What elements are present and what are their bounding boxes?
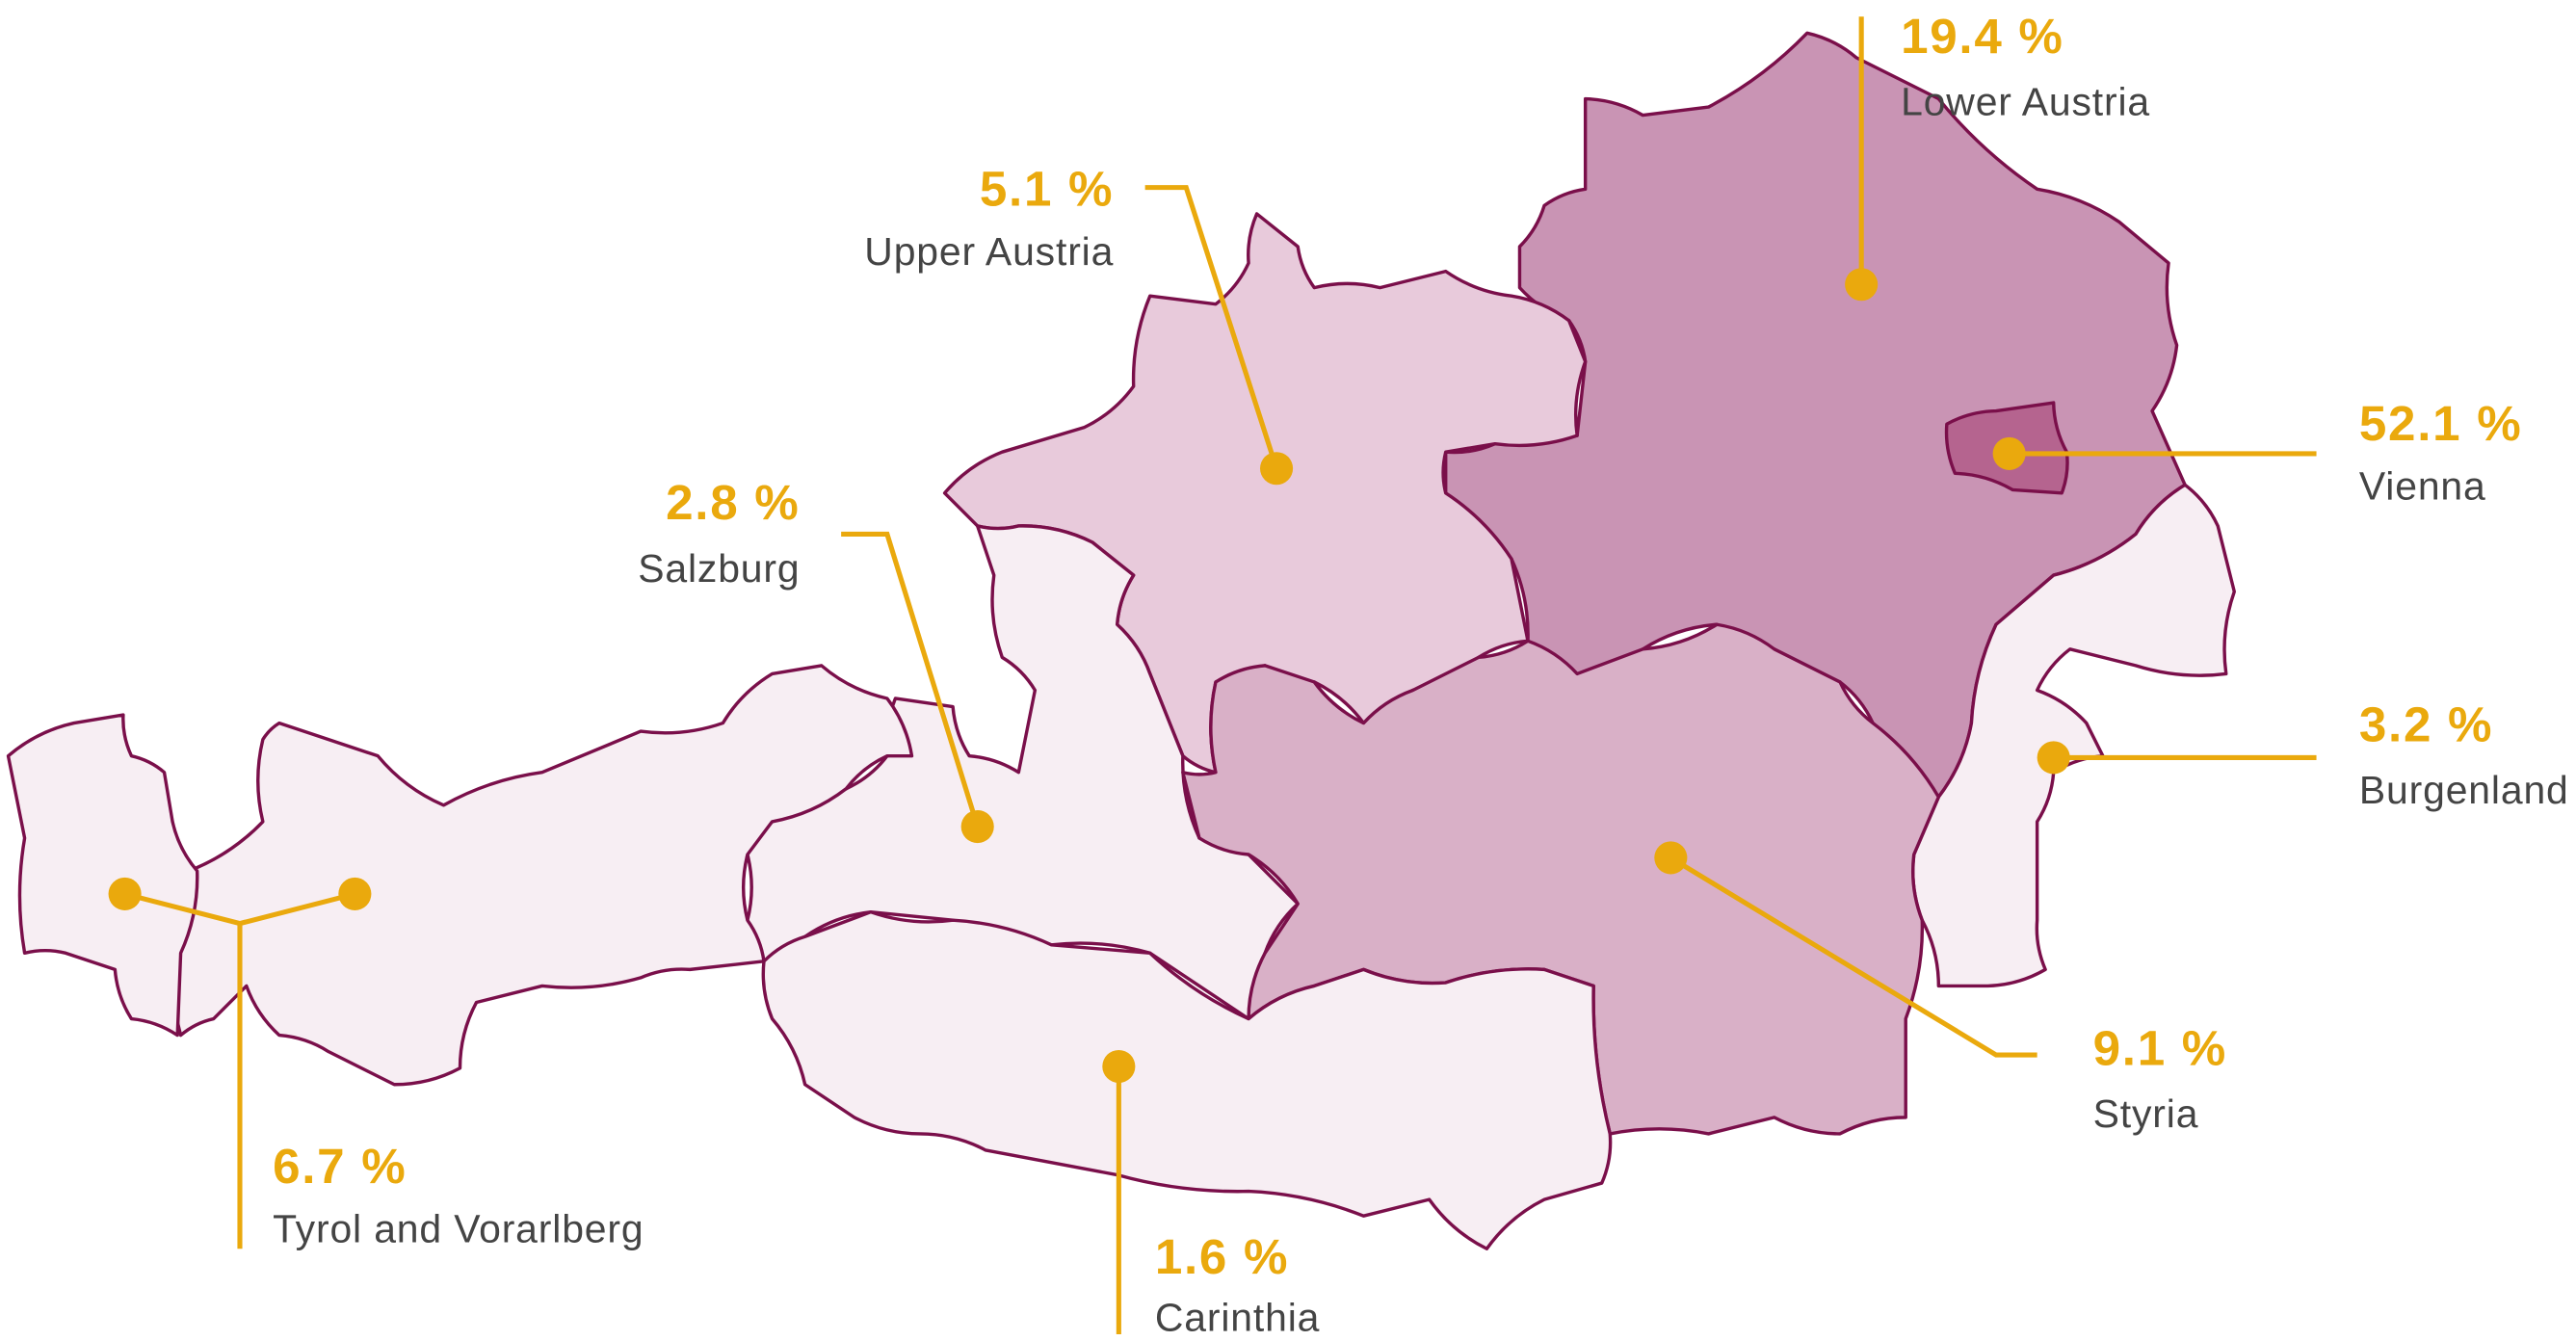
marker-dot (1845, 268, 1879, 302)
marker-dot (1260, 452, 1294, 486)
value-label: 5.1 % (980, 161, 1114, 216)
marker-dot (338, 877, 372, 910)
region (761, 909, 1613, 1250)
value-label: 1.6 % (1155, 1229, 1289, 1284)
leader-line (1144, 185, 1279, 470)
value-label: 2.8 % (666, 475, 800, 530)
region-name: Carinthia (1155, 1296, 1320, 1340)
marker-dot (108, 877, 142, 910)
leader-line (1669, 855, 2037, 1058)
value-label: 9.1 % (2093, 1020, 2227, 1075)
region-name: Lower Austria (1901, 80, 2150, 124)
region-name: Upper Austria (864, 229, 1114, 274)
value-label: 3.2 % (2359, 697, 2493, 751)
region-name: Styria (2093, 1091, 2199, 1136)
marker-dot (1102, 1049, 1136, 1084)
value-label: 19.4 % (1901, 9, 2063, 64)
value-label: 52.1 % (2359, 396, 2523, 451)
marker-dot (1992, 436, 2026, 470)
region (1910, 483, 2236, 988)
region-name: Burgenland (2359, 768, 2569, 812)
region (6, 713, 199, 1038)
marker-dot (1654, 841, 1688, 875)
region-name: Salzburg (638, 546, 800, 591)
region (1181, 622, 1941, 1136)
region-name: Tyrol and Vorarlberg (273, 1206, 644, 1250)
leader-line (841, 531, 981, 828)
marker-dot (2037, 741, 2070, 775)
region (171, 664, 914, 1087)
value-label: 6.7 % (273, 1139, 407, 1194)
marker-dot (960, 809, 994, 844)
region-name: Vienna (2359, 464, 2486, 509)
